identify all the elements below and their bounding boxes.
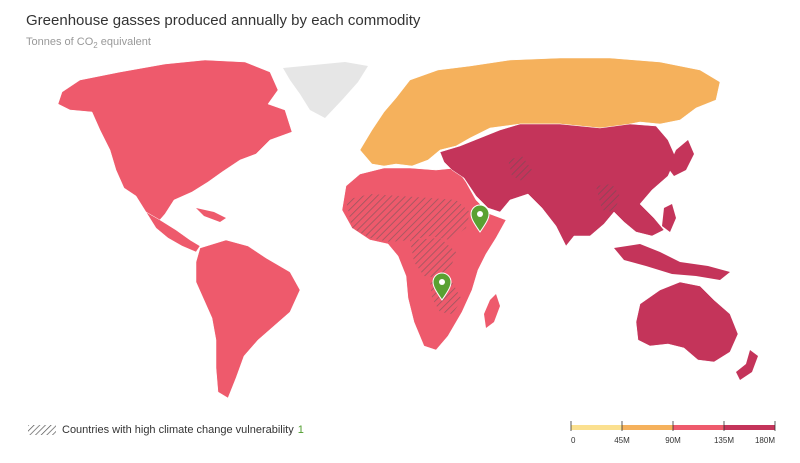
region-madagascar[interactable]: [484, 294, 500, 328]
vulnerability-hatch-layer: [346, 156, 620, 314]
marker-dot: [477, 211, 483, 217]
vulnerability-count[interactable]: 1: [297, 424, 304, 436]
scale-tick-label: 135M: [714, 436, 734, 445]
map-pin-icon: [470, 204, 490, 233]
hatch-southeast-asia: [596, 184, 620, 212]
vulnerability-legend-label: Countries with high climate change vulne…: [62, 424, 294, 436]
hatch-south-asia: [508, 156, 532, 182]
scale-segment: [571, 425, 622, 430]
world-map: [57, 57, 758, 399]
map-title: Greenhouse gasses produced annually by e…: [26, 12, 421, 29]
region-central-america[interactable]: [145, 211, 201, 253]
hatch-swatch-icon: [28, 425, 56, 435]
scale-tick-label: 180M: [755, 436, 775, 445]
region-south-america[interactable]: [195, 239, 301, 399]
scale-segment: [673, 425, 724, 430]
marker-dot: [439, 279, 445, 285]
hatch-sahel: [346, 194, 470, 242]
region-greenland[interactable]: [283, 62, 368, 118]
scale-segment: [622, 425, 673, 430]
vulnerability-legend: Countries with high climate change vulne…: [28, 424, 304, 436]
scale-segment: [724, 425, 775, 430]
map-subtitle: Tonnes of CO2 equivalent: [26, 36, 151, 51]
region-philippines[interactable]: [662, 204, 676, 232]
marker-southern-africa[interactable]: [432, 272, 452, 301]
region-north-america[interactable]: [57, 59, 293, 223]
scale-tick-label: 90M: [665, 436, 681, 445]
region-japan[interactable]: [668, 140, 694, 176]
marker-east-africa[interactable]: [470, 204, 490, 233]
map-pin-icon: [432, 272, 452, 301]
region-europe-russia[interactable]: [359, 57, 721, 167]
region-australia[interactable]: [635, 281, 739, 363]
hatch-central-africa: [410, 238, 456, 278]
region-se-asia-islands[interactable]: [614, 244, 730, 280]
color-scale-legend: 0 45M 90M 135M 180M: [570, 415, 776, 455]
region-asia[interactable]: [439, 123, 677, 247]
region-new-zealand[interactable]: [736, 350, 758, 380]
scale-tick-label: 0: [571, 436, 576, 445]
scale-tick-label: 45M: [614, 436, 630, 445]
region-caribbean[interactable]: [196, 208, 226, 222]
